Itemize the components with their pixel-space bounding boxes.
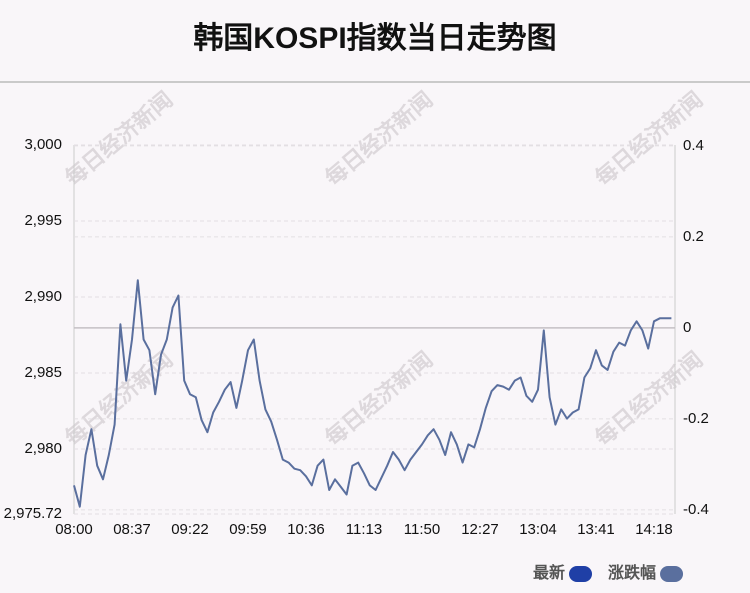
x-tick-label: 11:50 xyxy=(404,521,440,538)
y2-tick-label: -0.4 xyxy=(683,501,709,518)
y-tick-label: 3,000 xyxy=(24,136,62,153)
y2-tick-label: 0.2 xyxy=(683,228,704,245)
chart-title: 韩国KOSPI指数当日走势图 xyxy=(193,22,556,55)
y2-tick-label: 0 xyxy=(683,319,691,336)
x-tick-label: 11:13 xyxy=(346,521,382,538)
x-tick-label: 12:27 xyxy=(461,521,499,538)
x-tick-label: 08:37 xyxy=(113,521,151,538)
legend-label: 最新 xyxy=(533,563,565,582)
x-tick-label: 09:59 xyxy=(229,521,267,538)
y-tick-label: 2,990 xyxy=(24,288,62,305)
y-tick-label: 2,995 xyxy=(24,212,62,229)
watermark: 每日经济新闻 xyxy=(320,87,437,191)
watermark: 每日经济新闻 xyxy=(320,347,437,451)
watermark: 每日经济新闻 xyxy=(590,347,707,451)
data-line xyxy=(73,279,672,508)
legend-swatch xyxy=(660,566,684,582)
x-tick-label: 08:00 xyxy=(55,521,93,538)
y-tick-label: 2,980 xyxy=(24,440,62,457)
y-tick-label: 2,985 xyxy=(24,364,62,381)
y-tick-label: 2,975.72 xyxy=(4,505,62,522)
watermark: 每日经济新闻 xyxy=(60,87,177,191)
y2-tick-label: -0.2 xyxy=(683,410,709,427)
x-tick-label: 10:36 xyxy=(287,521,325,538)
x-tick-label: 13:41 xyxy=(577,521,615,538)
y2-tick-label: 0.4 xyxy=(683,137,704,154)
x-tick-label: 13:04 xyxy=(519,521,557,538)
x-tick-label: 14:18 xyxy=(635,521,673,538)
x-tick-label: 09:22 xyxy=(171,521,209,538)
legend-label: 涨跌幅 xyxy=(608,563,656,582)
legend-swatch xyxy=(569,566,593,582)
